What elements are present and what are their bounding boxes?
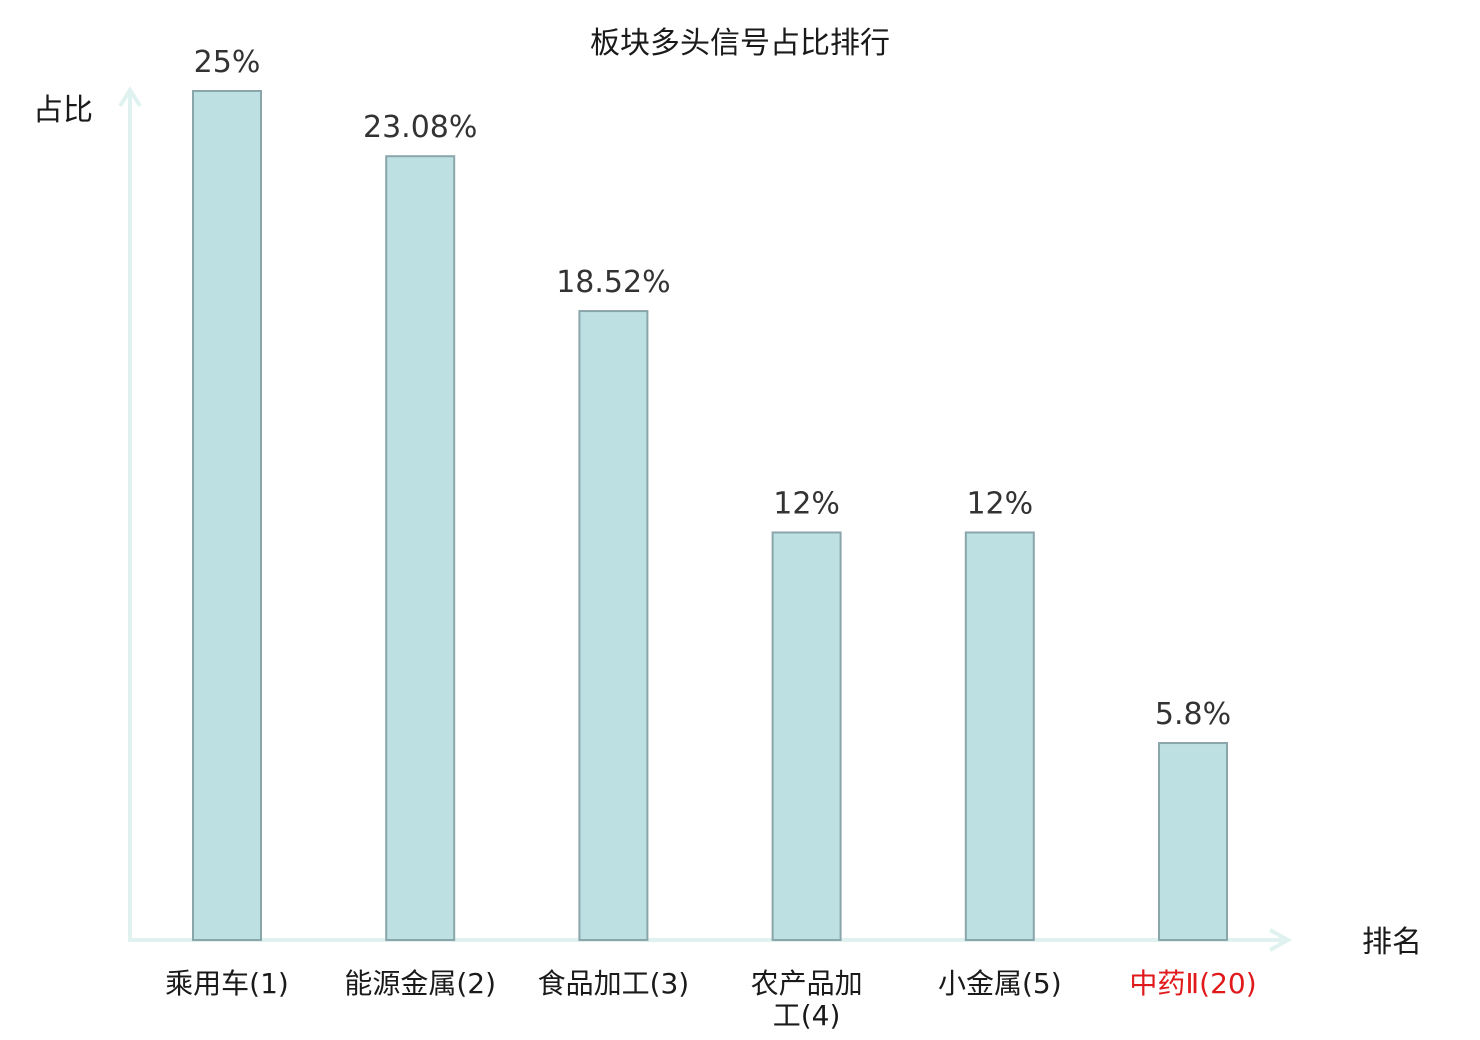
x-axis-arrow — [1269, 928, 1293, 952]
x-tick-label-line: 农产品加 — [751, 967, 863, 1000]
value-label-4: 12% — [773, 486, 840, 521]
value-label-3: 18.52% — [556, 265, 670, 300]
value-labels-group: 25% 23.08% 18.52% 12% 12% 5.8% — [194, 45, 1231, 732]
x-tick-label-line: 工(4) — [773, 999, 841, 1032]
bars-group — [192, 90, 1228, 942]
x-tick-label-3: 食品加工(3) — [538, 967, 690, 1000]
chart-title: 板块多头信号占比排行 — [590, 26, 890, 61]
x-tick-label-5: 小金属(5) — [938, 967, 1062, 1000]
x-tick-label-1: 乘用车(1) — [165, 967, 289, 1000]
y-axis-arrow — [118, 86, 142, 108]
x-tick-label-line: 中药Ⅱ(20) — [1129, 967, 1256, 1000]
x-tick-label-6: 中药Ⅱ(20) — [1129, 967, 1256, 1000]
bar-4 — [771, 531, 842, 941]
x-tick-label-line: 能源金属(2) — [344, 967, 496, 1000]
y-axis-label: 占比 — [33, 93, 93, 128]
value-label-6: 5.8% — [1155, 697, 1231, 732]
bar-6 — [1158, 742, 1228, 941]
x-tick-label-line: 小金属(5) — [938, 967, 1062, 1000]
bar-2 — [385, 155, 456, 942]
value-label-1: 25% — [194, 45, 261, 80]
bar-5 — [964, 531, 1035, 941]
bar-1 — [192, 90, 262, 941]
value-label-2: 23.08% — [363, 110, 477, 145]
x-tick-label-line: 乘用车(1) — [165, 967, 289, 1000]
bar-3 — [578, 310, 649, 941]
x-tick-label-line: 食品加工(3) — [538, 967, 690, 1000]
x-axis-label: 排名 — [1362, 925, 1422, 960]
x-tick-label-2: 能源金属(2) — [344, 967, 496, 1000]
value-label-5: 12% — [966, 486, 1033, 521]
axes — [118, 86, 1293, 952]
